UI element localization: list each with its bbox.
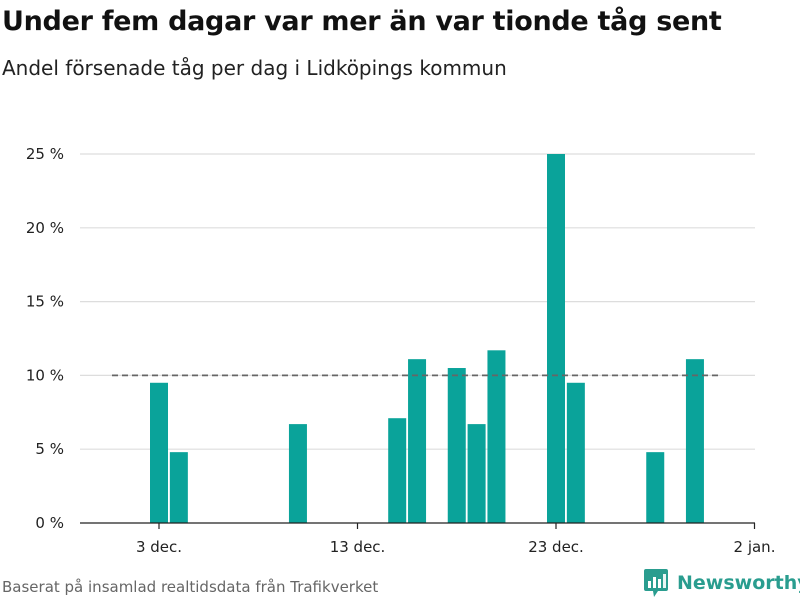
- bar: [685, 359, 704, 523]
- x-tick-label: 23 dec.: [528, 538, 584, 556]
- bar: [169, 452, 188, 523]
- x-tick-label: 2 jan.: [734, 538, 776, 556]
- source-note: Baserat på insamlad realtidsdata från Tr…: [2, 578, 379, 596]
- newsworthy-logo-icon: [644, 569, 668, 597]
- chart-subtitle: Andel försenade tåg per dag i Lidköpings…: [2, 56, 507, 80]
- bar: [408, 359, 427, 523]
- bar: [288, 424, 307, 523]
- x-tick-label: 13 dec.: [330, 538, 386, 556]
- bar: [547, 154, 565, 523]
- bar: [150, 382, 168, 523]
- brand-name: Newsworthy: [677, 572, 800, 594]
- y-tick-label: 5 %: [35, 440, 64, 458]
- bar: [388, 418, 407, 523]
- y-tick-label: 15 %: [26, 293, 64, 311]
- bar: [447, 368, 466, 523]
- bar: [646, 452, 665, 523]
- y-tick-label: 25 %: [26, 145, 64, 163]
- bar: [566, 382, 585, 523]
- y-tick-label: 10 %: [26, 366, 64, 384]
- y-tick-label: 20 %: [26, 219, 64, 237]
- brand-logo: Newsworthy: [643, 568, 800, 598]
- y-tick-label: 0 %: [35, 514, 64, 532]
- x-tick-label: 3 dec.: [136, 538, 182, 556]
- bar: [467, 424, 486, 523]
- bar: [487, 350, 506, 523]
- chart-title: Under fem dagar var mer än var tionde tå…: [2, 6, 722, 37]
